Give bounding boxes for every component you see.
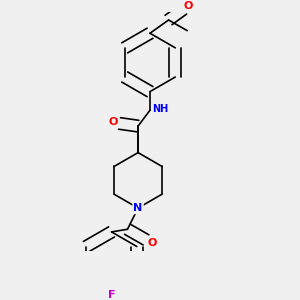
Text: O: O <box>109 117 118 127</box>
Text: O: O <box>147 238 157 248</box>
Text: NH: NH <box>152 104 168 114</box>
Text: O: O <box>183 1 193 11</box>
Text: N: N <box>134 203 143 213</box>
Text: F: F <box>108 290 115 300</box>
